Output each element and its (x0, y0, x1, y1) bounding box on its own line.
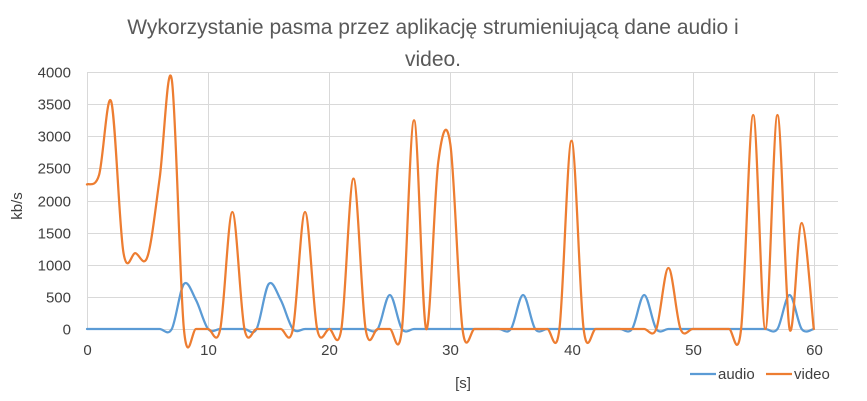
series-line-video (85, 74, 815, 349)
x-axis-title: [s] (455, 375, 471, 392)
legend-item-audio: audio (690, 366, 755, 383)
tick-labels: 0 500 1000 1500 2000 2500 3000 3500 4000 0 10 20 30 4… (38, 65, 823, 360)
y-tick-label: 1000 (38, 258, 71, 275)
y-tick-label: 500 (46, 290, 71, 307)
x-tick-label: 0 (83, 342, 91, 359)
y-tick-label: 3000 (38, 129, 71, 146)
x-tick-label: 40 (564, 342, 581, 359)
chart-title-line-2: video. (405, 48, 461, 71)
series-lines (85, 74, 815, 349)
y-tick-label: 3500 (38, 97, 71, 114)
y-tick-label: 1500 (38, 226, 71, 243)
x-tick-label: 60 (806, 342, 823, 359)
legend: audio video (690, 366, 830, 383)
legend-item-video: video (766, 366, 830, 383)
legend-label-audio: audio (718, 366, 755, 383)
x-tick-label: 10 (200, 342, 217, 359)
y-tick-label: 2000 (38, 194, 71, 211)
y-axis-title: kb/s (9, 192, 26, 220)
y-tick-label: 4000 (38, 65, 71, 82)
x-tick-label: 50 (685, 342, 702, 359)
x-tick-label: 20 (321, 342, 338, 359)
x-tick-label: 30 (442, 342, 459, 359)
y-tick-label: 2500 (38, 161, 71, 178)
gridlines (87, 72, 838, 330)
chart-title-line-1: Wykorzystanie pasma przez aplikację stru… (127, 16, 738, 39)
y-tick-label: 0 (63, 322, 71, 339)
legend-label-video: video (794, 366, 830, 383)
